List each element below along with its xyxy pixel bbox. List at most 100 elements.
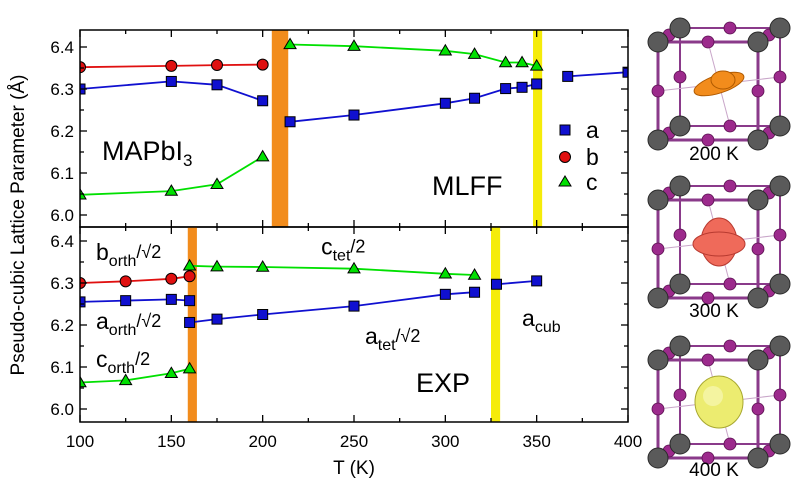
iodine-atom [673, 228, 687, 242]
point-a [490, 278, 502, 290]
x-tick-label: 100 [66, 432, 94, 451]
material-label: MAPbI3 [102, 136, 193, 170]
iodine-atom [701, 133, 715, 147]
annotation-c-orth: corth/2 [96, 346, 150, 377]
structure-temperature-label: 200 K [689, 144, 739, 165]
material-subscript: 3 [183, 151, 192, 170]
point-c [182, 258, 197, 271]
iodine-atom [751, 402, 765, 416]
point-c [164, 184, 179, 196]
annotation-a-tet: atet/√2 [365, 323, 420, 354]
iodine-atom [723, 437, 737, 451]
point-c [283, 37, 297, 50]
annotation-sub: tet [333, 247, 351, 264]
series-line-a [567, 71, 628, 78]
annotation-b-orth: borth/√2 [96, 239, 161, 270]
point-a [211, 79, 223, 91]
lead-atom [769, 273, 791, 295]
legend-marker-c [558, 175, 572, 187]
transition-band-yellow [533, 30, 543, 227]
annotation-sub: orth [109, 253, 137, 270]
iodine-atom [723, 119, 737, 133]
lead-atom [747, 129, 769, 151]
molecule-density [692, 217, 746, 267]
series-line-a [189, 291, 475, 324]
series-group [80, 258, 543, 388]
series-line-a [496, 280, 537, 286]
lead-atom [647, 287, 669, 309]
point-a [348, 300, 360, 312]
y-tick-label: 6.3 [50, 274, 74, 293]
series-line-b [80, 275, 190, 284]
series-line-c [189, 264, 475, 276]
lattice-chart: Pseudo-cubic Lattice Parameter (Å) 6.0 6.1… [8, 29, 642, 479]
point-c [347, 39, 361, 51]
lead-atom [747, 31, 769, 53]
annotation-tail: /2 [135, 349, 150, 369]
lead-atom [669, 175, 691, 197]
panel-frame [79, 29, 629, 228]
y-tick-label: 6.1 [50, 164, 74, 183]
point-c [210, 177, 224, 190]
annotation-tail: /√2 [136, 311, 161, 331]
point-c [515, 55, 529, 68]
point-a [165, 293, 177, 305]
density-highlight [703, 386, 723, 406]
iodine-atom [701, 35, 715, 49]
iodine-atom [723, 21, 737, 35]
panel-label-exp: EXP [416, 368, 470, 398]
annotation-c-tet: ctet/2 [321, 233, 365, 264]
lead-atom [647, 349, 669, 371]
point-b [183, 270, 196, 283]
annotation-tail: /√2 [396, 326, 421, 346]
point-a [284, 116, 296, 128]
structure-temperature-label: 400 K [689, 460, 739, 481]
structure-1: 200 K [647, 17, 791, 165]
point-b [80, 61, 86, 74]
lead-atom [647, 189, 669, 211]
structure-3: 400 K [647, 335, 791, 481]
series-group [80, 37, 628, 200]
lead-atom [747, 447, 769, 469]
iodine-atom [773, 70, 787, 84]
point-c [210, 259, 224, 272]
iodine-atom [701, 353, 715, 367]
point-c [255, 260, 270, 272]
point-a [439, 288, 451, 300]
point-a [165, 75, 177, 87]
legend-label-c: c [586, 169, 598, 195]
series-line-a [80, 298, 190, 303]
lead-atom [647, 129, 669, 151]
point-a [257, 309, 269, 320]
crystal-structures: 200 K 300 K 400 K [647, 17, 791, 481]
legend-marker-b [559, 151, 571, 163]
x-axis-title: T (K) [333, 458, 375, 479]
point-a [531, 275, 543, 287]
point-b [119, 275, 132, 288]
lead-atom [769, 335, 791, 357]
point-a [516, 81, 528, 93]
point-a [531, 78, 543, 90]
point-a [439, 97, 451, 109]
annotation-sub: orth [108, 360, 136, 377]
structure-2: 300 K [647, 175, 791, 322]
y-tick-label: 6.2 [50, 316, 74, 335]
point-c [255, 149, 270, 162]
point-a [120, 295, 132, 307]
iodine-atom [651, 402, 665, 416]
panel-label-mlff: MLFF [432, 171, 503, 201]
lead-atom [647, 31, 669, 53]
point-c [438, 43, 453, 56]
point-b [165, 272, 178, 285]
iodine-atom [673, 70, 687, 84]
point-a [469, 286, 481, 298]
point-a [348, 109, 360, 121]
series-line-a [80, 80, 263, 102]
point-c [347, 261, 361, 274]
point-c [467, 47, 482, 59]
legend-label-b: b [586, 144, 599, 170]
point-a [257, 95, 269, 107]
x-tick-label: 250 [340, 432, 368, 451]
